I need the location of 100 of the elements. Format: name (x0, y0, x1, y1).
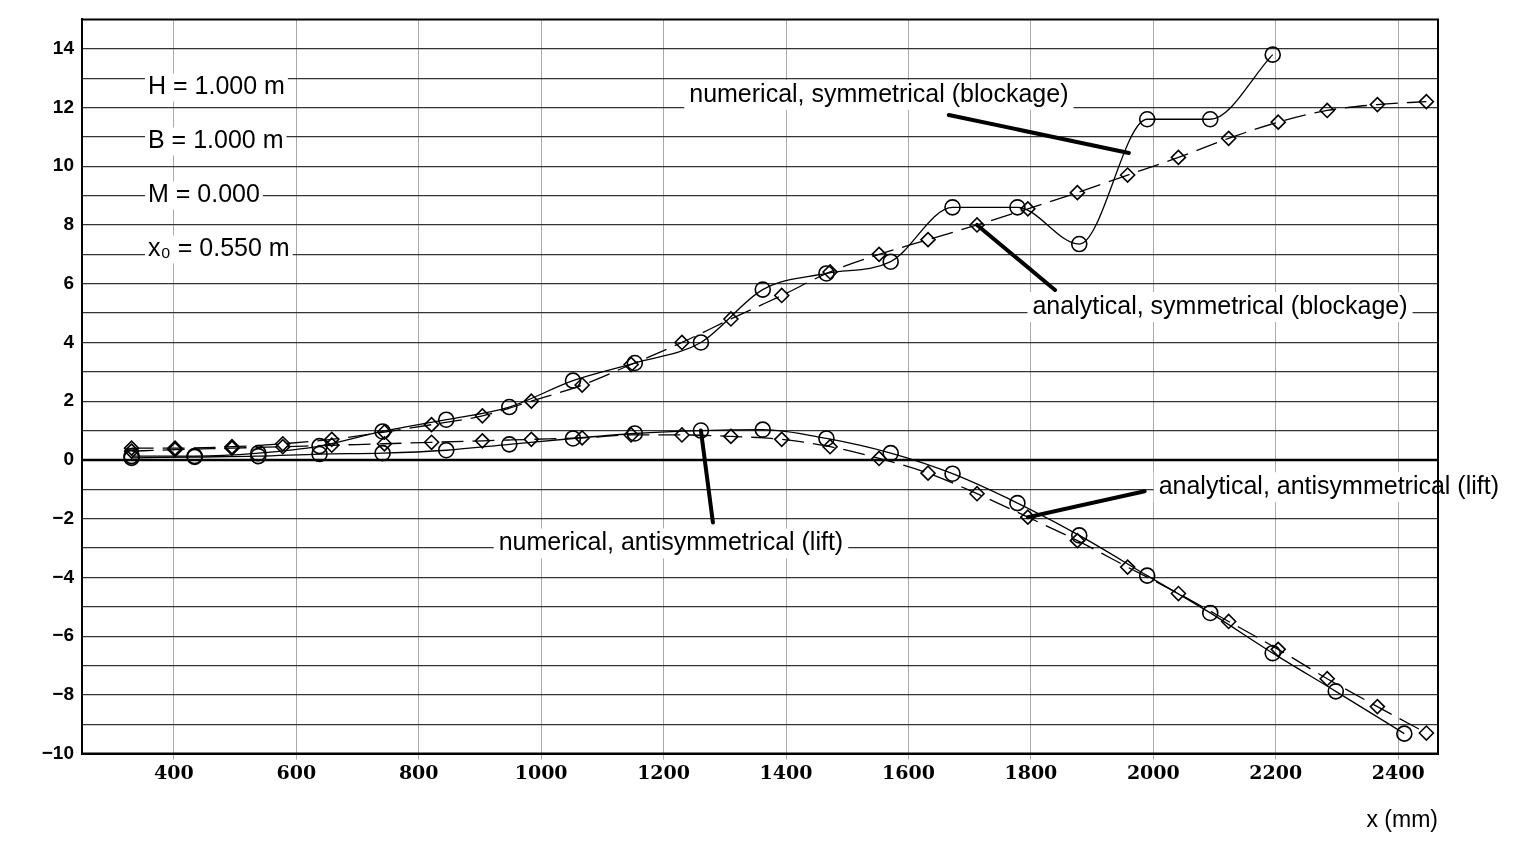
point (574, 377, 590, 393)
point (323, 437, 340, 454)
point (920, 231, 936, 248)
point (1069, 532, 1086, 549)
point (311, 445, 328, 463)
y-tick-label: 6 (63, 271, 74, 293)
point (692, 422, 710, 439)
point (969, 485, 985, 502)
point (564, 372, 582, 389)
point (969, 217, 985, 233)
point (723, 311, 739, 327)
point (474, 408, 491, 424)
x-tick-label: 400 (153, 760, 194, 783)
x-tick-label: 1800 (1004, 760, 1058, 783)
point (1119, 559, 1136, 575)
point (1369, 96, 1386, 113)
text: numerical, antisymmetrical (lift) (498, 527, 844, 556)
y-tick-label: 14 (52, 37, 75, 58)
text: analytical, symmetrical (blockage) (1032, 290, 1408, 319)
point (1264, 644, 1282, 662)
x-tick-label: 1600 (882, 760, 935, 783)
point (1138, 110, 1156, 128)
point (1009, 494, 1026, 512)
y-tick-label: 10 (52, 154, 74, 176)
point (311, 437, 328, 455)
point (1170, 149, 1187, 166)
point (920, 465, 936, 481)
point (882, 253, 899, 270)
point (773, 287, 790, 304)
point (1369, 698, 1386, 715)
point (754, 281, 772, 298)
y-tick-label: −6 (52, 624, 74, 646)
point (523, 431, 540, 448)
point (423, 416, 440, 433)
point (723, 428, 739, 445)
point (501, 398, 518, 416)
point (674, 427, 690, 443)
point (564, 430, 582, 447)
point (773, 431, 790, 448)
point (1396, 725, 1413, 742)
point (1418, 725, 1435, 741)
y-tick-label: 0 (63, 448, 74, 470)
point (523, 393, 540, 409)
point (754, 421, 772, 438)
point (1070, 527, 1088, 544)
point (944, 199, 961, 216)
x-tick-label: 1200 (637, 760, 691, 783)
point (822, 264, 838, 280)
point (501, 436, 518, 453)
point (818, 430, 835, 447)
x-tick-label: 2200 (1249, 760, 1303, 783)
annotation: B = 1.000 m (148, 125, 284, 154)
point (1138, 567, 1156, 584)
point (623, 356, 639, 373)
point (1264, 46, 1282, 63)
point (1020, 201, 1036, 217)
text: numerical, symmetrical (blockage) (689, 78, 1069, 107)
y-tick-label: −10 (41, 741, 74, 763)
x-tick-label: 600 (276, 760, 317, 783)
point (374, 444, 391, 462)
annotation: x₀ = 0.550 m (148, 233, 290, 262)
point (437, 441, 455, 459)
y-tick-label: 2 (63, 389, 74, 411)
annotation: M = 0.000 (148, 179, 260, 208)
point (474, 433, 491, 449)
x-axis-title: x (mm) (1366, 805, 1438, 832)
x-tick-label: 1000 (514, 760, 568, 783)
point (1170, 585, 1187, 602)
y-tick-label: 12 (52, 95, 74, 117)
y-tick-label: 8 (63, 213, 74, 235)
point (574, 430, 590, 446)
y-tick-label: −4 (52, 565, 75, 587)
point (1319, 102, 1335, 119)
point (871, 450, 887, 467)
point (626, 354, 644, 372)
point (818, 265, 835, 282)
point (1270, 114, 1287, 130)
point (882, 444, 899, 462)
point (1201, 110, 1219, 128)
point (674, 334, 690, 351)
point (1009, 199, 1026, 216)
annotation: H = 1.000 m (148, 71, 285, 100)
point (944, 465, 961, 483)
point (1201, 604, 1219, 622)
x-tick-label: 1400 (759, 760, 813, 783)
point (1327, 683, 1345, 700)
point (376, 435, 393, 452)
point (1270, 641, 1287, 658)
point (626, 425, 644, 442)
point (437, 411, 455, 428)
y-tick-label: −8 (52, 683, 74, 705)
point (623, 427, 639, 443)
point (1220, 130, 1237, 147)
point (1319, 670, 1335, 687)
point (423, 434, 440, 451)
point (1069, 184, 1086, 201)
point (1220, 613, 1237, 630)
x-tick-label: 800 (398, 760, 439, 783)
x-tick-label: 2000 (1126, 760, 1180, 783)
y-tick-label: −2 (52, 506, 74, 528)
